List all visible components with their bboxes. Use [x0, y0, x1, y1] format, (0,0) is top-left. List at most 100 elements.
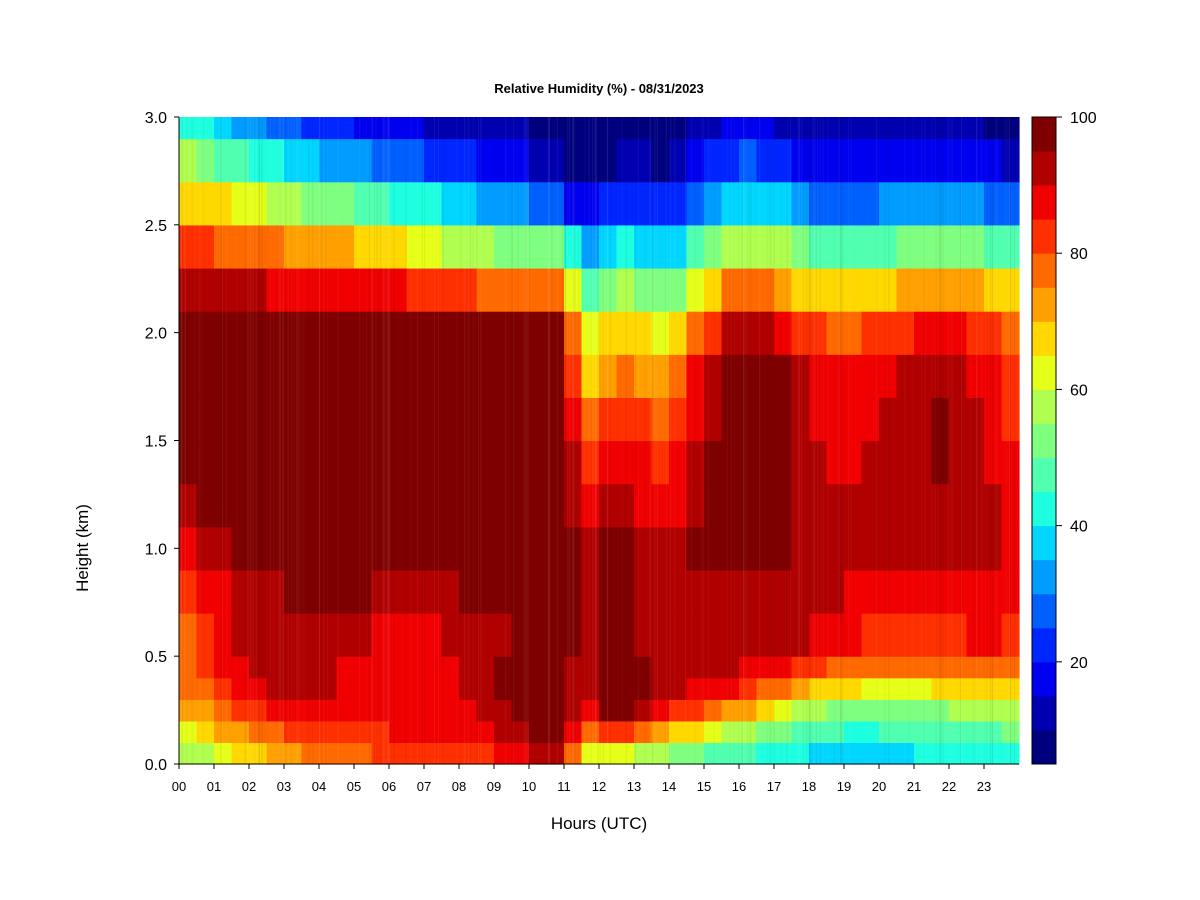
heatmap-cell — [494, 613, 513, 657]
heatmap-cell — [301, 117, 320, 140]
heatmap-cell — [844, 117, 863, 140]
x-axis: 00 01 02 03 04 05 06 07 08 09 10 11 12 13 14 15 16 17 18 19… — [172, 763, 1019, 794]
heatmap-cell — [704, 138, 723, 183]
heatmap-cell — [826, 440, 845, 485]
heatmap-cell — [564, 656, 583, 679]
heatmap-cell — [739, 311, 758, 355]
heatmap-cell — [459, 677, 478, 700]
heatmap-cell — [861, 569, 880, 614]
heatmap-cell — [231, 354, 250, 398]
heatmap-cell — [931, 526, 950, 571]
heatmap-cell — [354, 483, 373, 528]
heatmap-cell — [284, 354, 303, 398]
heatmap-cell — [599, 397, 618, 442]
heatmap-cell — [301, 613, 320, 657]
heatmap-cell — [651, 613, 670, 657]
heatmap-cell — [704, 742, 723, 765]
heatmap-cell — [179, 267, 198, 312]
heatmap-cell — [389, 526, 408, 571]
heatmap-cell — [634, 526, 653, 571]
heatmap-cell — [459, 397, 478, 442]
heatmap-cell — [756, 440, 775, 485]
heatmap-cell — [861, 138, 880, 183]
heatmap-cell — [669, 613, 688, 657]
heatmap-cell — [931, 397, 950, 442]
heatmap-cell — [406, 656, 425, 679]
heatmap-cell — [756, 699, 775, 722]
heatmap-cell — [826, 224, 845, 269]
heatmap-cell — [529, 677, 548, 700]
heatmap-cell — [616, 354, 635, 398]
heatmap-cell — [651, 224, 670, 269]
heatmap-cell — [949, 181, 968, 226]
heatmap-cell — [354, 569, 373, 614]
colorbar-level — [1032, 525, 1056, 561]
heatmap-cell — [459, 311, 478, 355]
heatmap-cell — [651, 742, 670, 765]
heatmap-cell — [739, 569, 758, 614]
y-tick-label: 2.0 — [145, 326, 167, 343]
heatmap-cell — [739, 224, 758, 269]
heatmap-cell — [774, 613, 793, 657]
heatmap-cell — [529, 483, 548, 528]
heatmap-cell — [791, 656, 810, 679]
heatmap-cell — [179, 526, 198, 571]
heatmap-cell — [249, 138, 268, 183]
heatmap-cell — [914, 440, 933, 485]
heatmap-cell — [634, 138, 653, 183]
heatmap-cell — [319, 656, 338, 679]
heatmap-cell — [844, 699, 863, 722]
heatmap-cell — [476, 569, 495, 614]
heatmap-cell — [179, 483, 198, 528]
heatmap-cell — [966, 117, 985, 140]
heatmap-cell — [844, 677, 863, 700]
heatmap-cell — [984, 440, 1003, 485]
colorbar-level — [1032, 389, 1056, 424]
heatmap-cell — [984, 354, 1003, 398]
heatmap-cell — [494, 138, 513, 183]
heatmap-cell — [389, 138, 408, 183]
heatmap-cell — [459, 267, 478, 312]
heatmap-cell — [984, 267, 1003, 312]
heatmap-cell — [791, 569, 810, 614]
heatmap-cell — [319, 440, 338, 485]
heatmap-cell — [389, 181, 408, 226]
heatmap-cell — [844, 397, 863, 442]
heatmap-cell — [686, 224, 705, 269]
heatmap-cell — [266, 720, 285, 744]
heatmap-cell — [791, 742, 810, 765]
heatmap-cell — [1001, 483, 1020, 528]
heatmap-cell — [214, 613, 233, 657]
heatmap-cell — [756, 656, 775, 679]
heatmap-cell — [686, 138, 705, 183]
heatmap-cell — [231, 720, 250, 744]
heatmap-cell — [179, 742, 198, 765]
heatmap-cell — [844, 181, 863, 226]
heatmap-cell — [774, 742, 793, 765]
heatmap-cell — [914, 720, 933, 744]
heatmap-cell — [984, 699, 1003, 722]
heatmap-cell — [721, 397, 740, 442]
heatmap-cell — [721, 526, 740, 571]
y-tick-label: 3.0 — [145, 110, 167, 127]
heatmap-cell — [389, 354, 408, 398]
heatmap-cell — [581, 742, 600, 765]
heatmap-cell — [826, 483, 845, 528]
heatmap-cell — [511, 613, 530, 657]
heatmap-cell — [231, 138, 250, 183]
heatmap-cell — [756, 354, 775, 398]
heatmap-cell — [546, 569, 565, 614]
heatmap-cell — [721, 138, 740, 183]
heatmap-cell — [774, 224, 793, 269]
heatmap-cell — [791, 354, 810, 398]
y-tick-label: 2.5 — [145, 218, 167, 235]
heatmap-cell — [511, 397, 530, 442]
heatmap-cell — [354, 224, 373, 269]
heatmap-cell — [266, 699, 285, 722]
heatmap-cell — [686, 526, 705, 571]
heatmap-cell — [284, 613, 303, 657]
heatmap-cell — [336, 117, 355, 140]
heatmap-cell — [896, 397, 915, 442]
heatmap-cell — [721, 613, 740, 657]
heatmap-cell — [284, 224, 303, 269]
